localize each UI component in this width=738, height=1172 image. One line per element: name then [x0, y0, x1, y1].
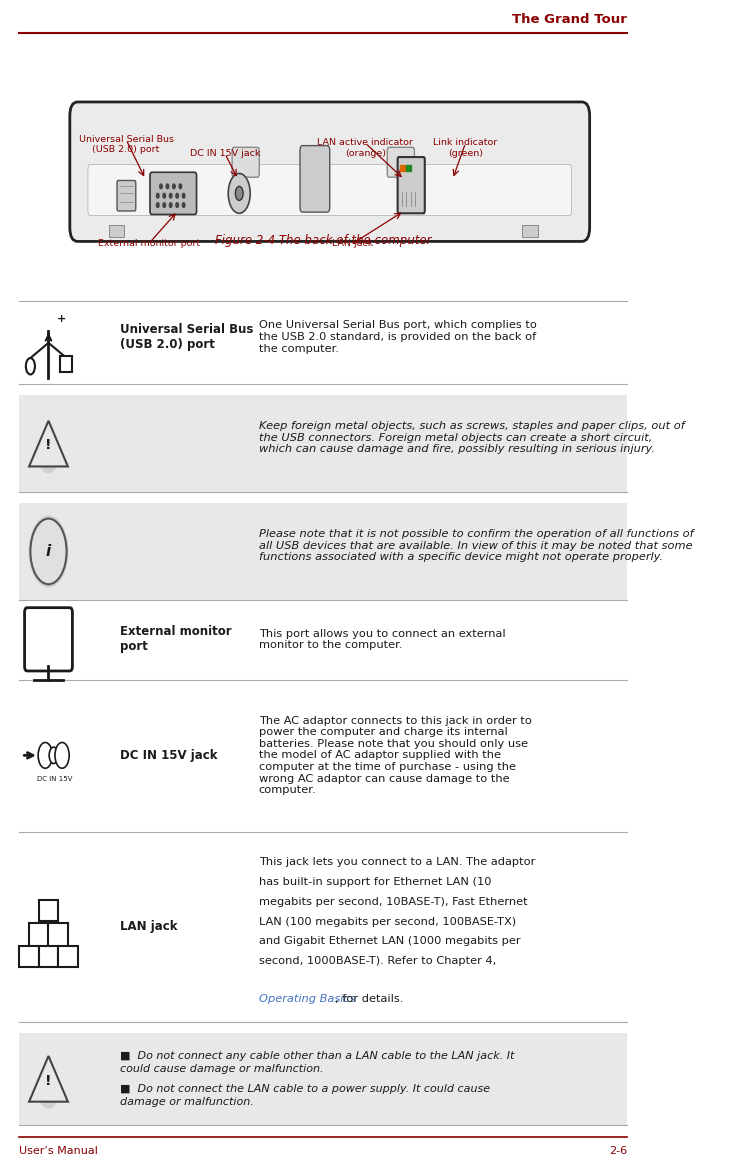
Text: 2-6: 2-6 [609, 1146, 627, 1157]
Text: second, 1000BASE-T). Refer to Chapter 4,: second, 1000BASE-T). Refer to Chapter 4, [258, 956, 496, 967]
FancyBboxPatch shape [398, 157, 425, 213]
Text: Link indicator
(green): Link indicator (green) [433, 138, 497, 158]
Bar [19, 947, 39, 968]
Text: The AC adaptor connects to this jack in order to
power the computer and charge i: The AC adaptor connects to this jack in … [258, 716, 531, 795]
Circle shape [38, 435, 59, 473]
Text: LAN jack: LAN jack [332, 239, 373, 248]
Circle shape [173, 184, 175, 189]
Circle shape [163, 193, 165, 198]
Text: !: ! [45, 1074, 52, 1088]
Text: User’s Manual: User’s Manual [19, 1146, 98, 1157]
Bar [39, 947, 58, 968]
Bar [60, 356, 72, 373]
Circle shape [170, 193, 172, 198]
Bar [58, 947, 77, 968]
Bar [19, 1033, 627, 1125]
Text: LAN jack: LAN jack [120, 920, 177, 933]
Text: One Universal Serial Bus port, which complies to
the USB 2.0 standard, is provid: One Universal Serial Bus port, which com… [258, 320, 537, 354]
Bar [400, 165, 404, 171]
Circle shape [38, 1070, 59, 1109]
FancyBboxPatch shape [300, 145, 330, 212]
Bar [523, 225, 538, 237]
FancyBboxPatch shape [150, 172, 196, 214]
Text: DC IN 15V jack: DC IN 15V jack [190, 149, 261, 158]
Text: This port allows you to connect an external
monitor to the computer.: This port allows you to connect an exter… [258, 628, 506, 650]
Circle shape [38, 743, 52, 769]
Text: Keep foreign metal objects, such as screws, staples and paper clips, out of
the : Keep foreign metal objects, such as scre… [258, 421, 684, 455]
Bar [19, 395, 627, 492]
Text: i: i [46, 544, 51, 559]
Text: The Grand Tour: The Grand Tour [512, 13, 627, 26]
Text: External monitor
port: External monitor port [120, 626, 231, 653]
Circle shape [176, 193, 179, 198]
Circle shape [182, 203, 185, 207]
Text: This jack lets you connect to a LAN. The adaptor: This jack lets you connect to a LAN. The… [258, 857, 535, 867]
Text: Figure 2-4 The back of the computer: Figure 2-4 The back of the computer [215, 234, 432, 247]
Text: Operating Basics: Operating Basics [258, 994, 355, 1004]
Circle shape [235, 186, 243, 200]
Circle shape [55, 743, 69, 769]
Text: DC IN 15V jack: DC IN 15V jack [120, 749, 217, 762]
Circle shape [26, 359, 35, 375]
Circle shape [170, 203, 172, 207]
Circle shape [159, 184, 162, 189]
Polygon shape [29, 421, 68, 466]
FancyBboxPatch shape [24, 607, 72, 670]
Text: Please note that it is not possible to confirm the operation of all functions of: Please note that it is not possible to c… [258, 529, 693, 563]
Text: ■  Do not connect any cable other than a LAN cable to the LAN jack. It
could cau: ■ Do not connect any cable other than a … [120, 1051, 514, 1074]
Text: Universal Serial Bus
(USB 2.0) port: Universal Serial Bus (USB 2.0) port [120, 323, 253, 350]
Circle shape [176, 203, 179, 207]
FancyBboxPatch shape [88, 164, 571, 216]
Text: has built-in support for Ethernet LAN (10: has built-in support for Ethernet LAN (1… [258, 877, 491, 887]
FancyBboxPatch shape [117, 180, 136, 211]
Circle shape [49, 748, 58, 764]
Circle shape [29, 516, 69, 587]
FancyBboxPatch shape [70, 102, 590, 241]
Circle shape [30, 518, 66, 585]
Text: ■  Do not connect the LAN cable to a power supply. It could cause
damage or malf: ■ Do not connect the LAN cable to a powe… [120, 1084, 490, 1106]
Circle shape [156, 193, 159, 198]
Circle shape [163, 203, 165, 207]
Text: !: ! [45, 438, 52, 452]
Circle shape [166, 184, 169, 189]
Bar [406, 165, 410, 171]
Polygon shape [29, 1056, 68, 1102]
Text: and Gigabit Ethernet LAN (1000 megabits per: and Gigabit Ethernet LAN (1000 megabits … [258, 936, 520, 947]
Text: , for details.: , for details. [335, 994, 403, 1004]
Text: +: + [57, 314, 66, 325]
Text: LAN active indicator
(orange): LAN active indicator (orange) [317, 138, 413, 158]
Text: DC IN 15V: DC IN 15V [37, 777, 72, 783]
Text: External monitor port: External monitor port [97, 239, 200, 248]
Text: Universal Serial Bus
(USB 2.0) port: Universal Serial Bus (USB 2.0) port [78, 135, 173, 155]
Bar [108, 225, 124, 237]
FancyBboxPatch shape [232, 148, 259, 177]
Bar [19, 503, 627, 600]
FancyBboxPatch shape [387, 148, 415, 177]
Circle shape [156, 203, 159, 207]
Circle shape [182, 193, 185, 198]
Bar [39, 900, 58, 921]
Text: LAN (100 megabits per second, 100BASE-TX): LAN (100 megabits per second, 100BASE-TX… [258, 917, 516, 927]
Circle shape [179, 184, 182, 189]
Text: megabits per second, 10BASE-T), Fast Ethernet: megabits per second, 10BASE-T), Fast Eth… [258, 897, 527, 907]
Circle shape [228, 173, 250, 213]
